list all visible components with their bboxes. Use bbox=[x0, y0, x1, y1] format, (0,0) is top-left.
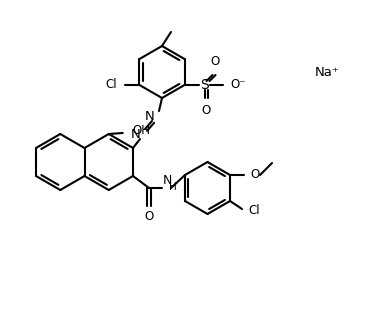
Text: OH: OH bbox=[133, 123, 151, 137]
Text: S: S bbox=[200, 78, 209, 92]
Text: N: N bbox=[162, 175, 171, 187]
Text: O: O bbox=[144, 210, 154, 223]
Text: O: O bbox=[210, 55, 219, 68]
Text: O⁻: O⁻ bbox=[230, 79, 246, 91]
Text: N: N bbox=[144, 110, 154, 122]
Text: Na⁺: Na⁺ bbox=[315, 67, 340, 80]
Text: O: O bbox=[250, 169, 259, 182]
Text: Cl: Cl bbox=[248, 205, 260, 217]
Text: N: N bbox=[131, 127, 141, 141]
Text: H: H bbox=[169, 182, 177, 192]
Text: Cl: Cl bbox=[106, 79, 118, 91]
Text: O: O bbox=[201, 104, 210, 117]
